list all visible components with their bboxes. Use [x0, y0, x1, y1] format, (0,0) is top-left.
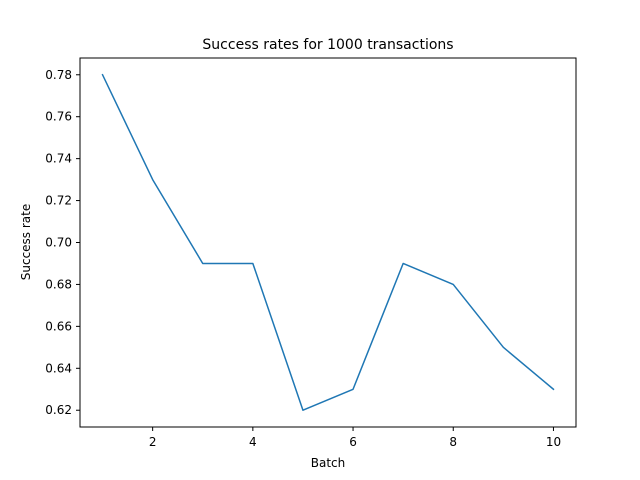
y-tick-label: 0.74: [45, 152, 72, 166]
y-axis-title: Success rate: [19, 204, 33, 281]
x-axis: 2 4 6 8 10: [149, 427, 561, 449]
x-tick-label: 4: [249, 435, 257, 449]
chart-title: Success rates for 1000 transactions: [202, 37, 453, 53]
y-tick-label: 0.62: [45, 403, 72, 417]
series-line: [101, 73, 555, 411]
x-tick-label: 8: [449, 435, 457, 449]
x-tick-label: 6: [349, 435, 357, 449]
plot-area: [101, 73, 555, 411]
y-tick-label: 0.72: [45, 194, 72, 208]
plot-frame: [79, 57, 577, 428]
y-tick-label: 0.66: [45, 319, 72, 333]
y-tick-label: 0.76: [45, 110, 72, 124]
x-axis-title: Batch: [311, 456, 346, 470]
y-tick-label: 0.70: [45, 236, 72, 250]
x-tick-label: 2: [149, 435, 157, 449]
y-tick-label: 0.68: [45, 277, 72, 291]
y-axis: 0.62 0.64 0.66 0.68 0.70 0.72 0.74 0.76 0.78: [45, 68, 80, 417]
y-tick-label: 0.78: [45, 68, 72, 82]
y-tick-label: 0.64: [45, 361, 72, 375]
x-tick-label: 10: [546, 435, 561, 449]
